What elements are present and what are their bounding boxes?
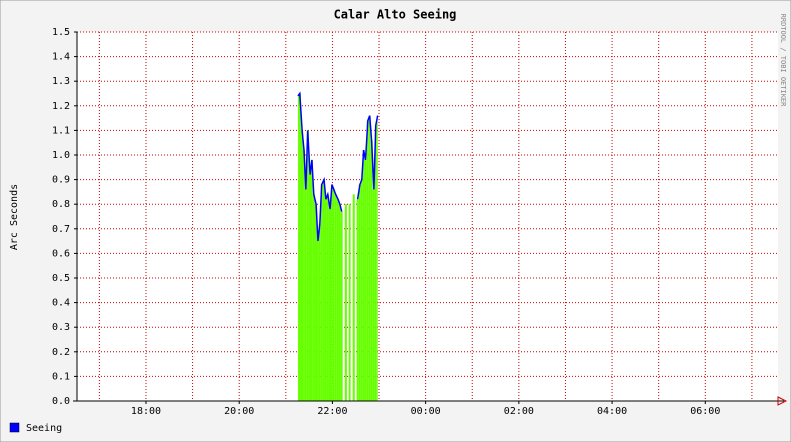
y-tick-label: 1.5 [52,27,70,38]
watermark: RRDTOOL / TOBI OETIKER [779,14,787,108]
series-line [297,91,379,242]
area-slice [334,194,337,401]
y-tick-label: 0.3 [52,322,70,333]
plot-bg [77,32,778,401]
area-slice [304,189,307,401]
y-axis-label: Arc Seconds [9,184,20,250]
x-tick-label: 20:00 [224,406,254,417]
y-tick-label: 1.3 [52,76,70,87]
area-slice [310,159,313,401]
x-tick-label: 04:00 [597,406,627,417]
area-slice [328,209,332,401]
area-slice [326,194,329,401]
x-tick-label: 00:00 [411,406,441,417]
area-slice [364,159,367,401]
area-slice [344,204,347,401]
y-tick-label: 1.4 [52,52,70,63]
area-slice [298,93,301,401]
y-tick-label: 0.7 [52,224,70,235]
area-slice [303,150,305,401]
x-tick-label: 22:00 [317,406,347,417]
area-slice [317,241,319,401]
area-slice [366,120,369,401]
axis-arrow [777,396,788,406]
area-slice [362,150,365,401]
y-tick-label: 0.4 [52,298,70,309]
area-slice [370,140,373,402]
area-slice [324,199,327,401]
y-tick-label: 0.8 [52,199,70,210]
area-slice [306,130,309,401]
area-slice [352,194,355,401]
area-slice [320,184,323,401]
marks [297,91,379,402]
area-slice [314,204,318,401]
area-slice [360,179,363,401]
area-slice [332,189,335,401]
y-tick-label: 0.0 [52,396,70,407]
area-slice [297,95,299,402]
x-tick-label: 18:00 [131,406,161,417]
y-tick-label: 0.5 [52,273,70,284]
x-tick-label: 06:00 [690,406,720,417]
axes: 0.0 0.1 0.2 0.3 0.4 0.5 0.6 0.7 0.8 0.9 1.0 1.1 1.2 1… [52,27,788,417]
area-slice [374,125,377,401]
y-tick-label: 1.0 [52,150,70,161]
area-slice [348,204,351,401]
area-slice [318,223,321,401]
area-slice [312,194,315,401]
area-slice [340,211,343,401]
y-tick-label: 0.6 [52,248,70,259]
area-slice [372,189,375,401]
area-slice [322,179,325,401]
area-slice [368,115,371,401]
y-tick-label: 1.1 [52,125,70,136]
area-slice [356,199,359,401]
area-slice [336,199,339,401]
area-slice [308,174,311,401]
y-tick-label: 0.9 [52,175,70,186]
legend-swatch [9,422,20,433]
area-slice [358,184,361,401]
area-slice [376,115,378,401]
chart-title: Calar Alto Seeing [334,8,457,22]
y-tick-label: 0.2 [52,347,70,358]
y-tick-label: 0.1 [52,371,70,382]
x-tick-label: 02:00 [504,406,534,417]
area-slice [338,204,341,401]
area-slice [331,184,333,401]
y-tick-label: 1.2 [52,101,70,112]
legend-label: Seeing [26,423,62,434]
area-slice [300,130,304,401]
